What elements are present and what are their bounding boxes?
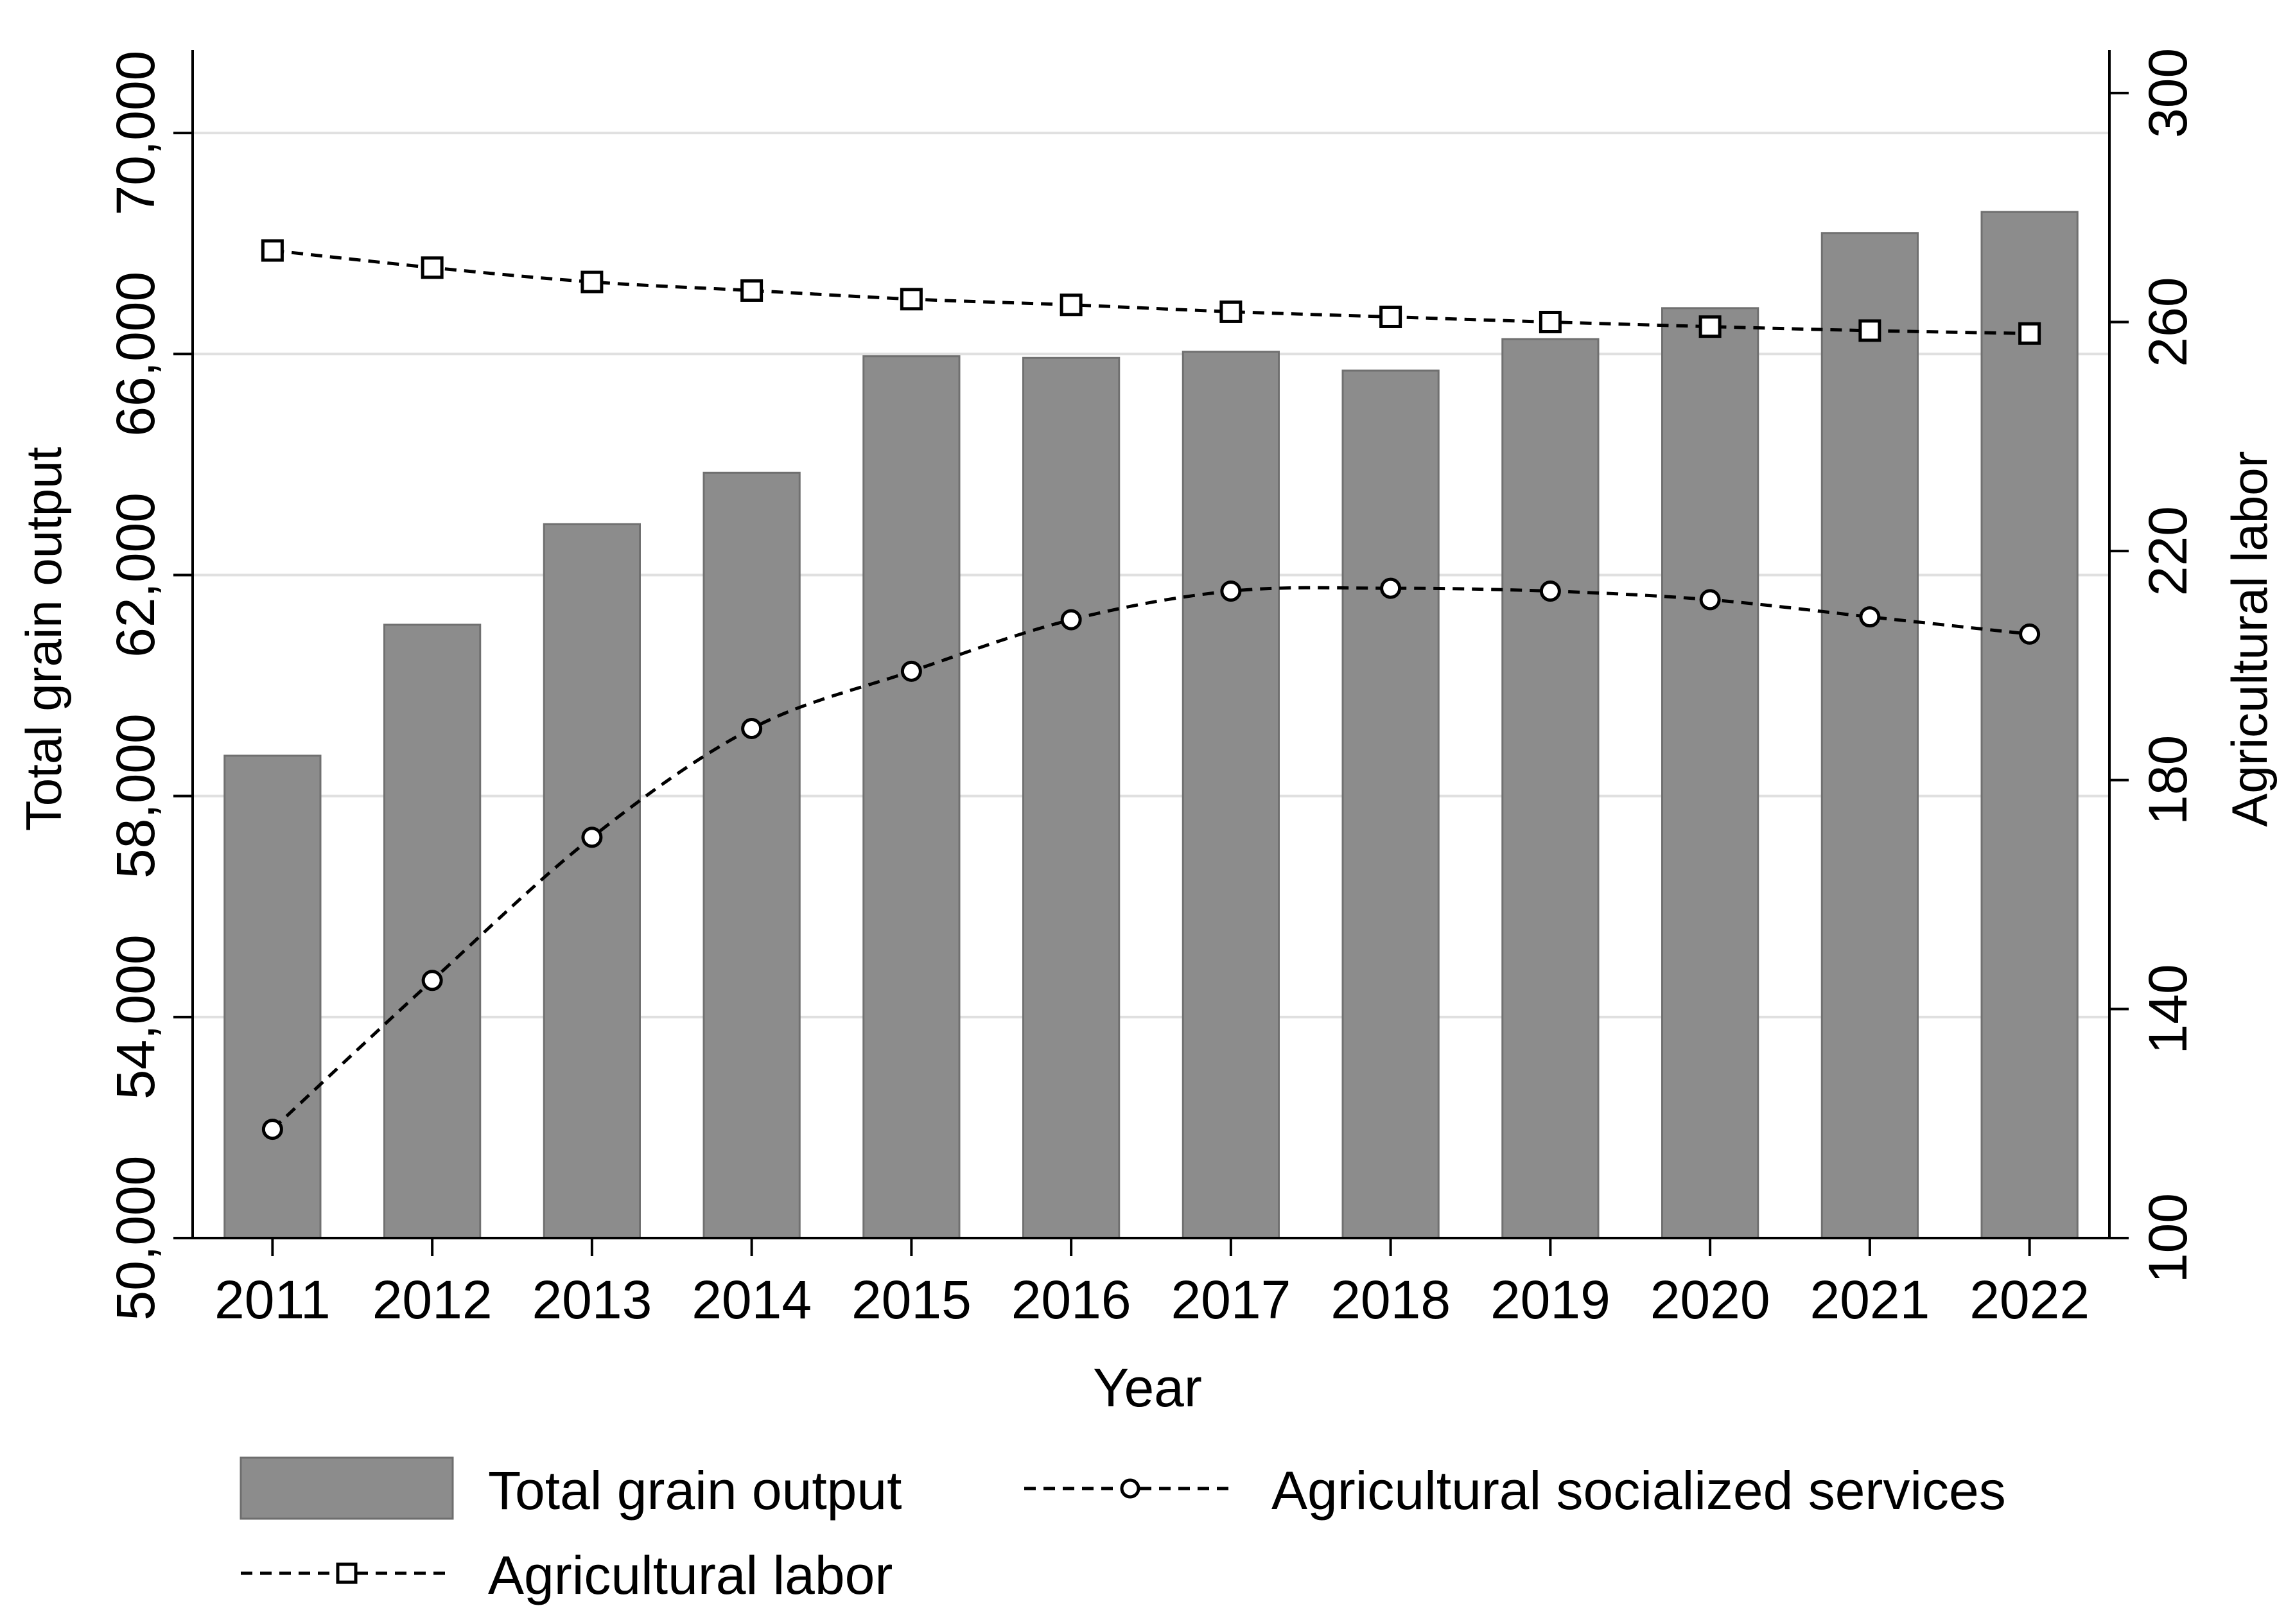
bar-2017: [1182, 351, 1280, 1239]
x-tick-label-2021: 2021: [1810, 1270, 1930, 1330]
y-tick-label-right: 300: [2138, 48, 2198, 138]
y-tick-label-left: 54,000: [105, 934, 166, 1099]
bar-2012: [383, 624, 482, 1239]
legend-label-agricultural-labor: Agricultural labor: [488, 1545, 893, 1605]
bar-2014: [702, 471, 801, 1239]
y-tick-label-left: 50,000: [105, 1156, 166, 1321]
point-agricultural-labor-2022: [2018, 322, 2041, 345]
legend-marker-circle: [1120, 1478, 1140, 1499]
point-agricultural-labor-2018: [1379, 305, 1402, 328]
bar-2022: [1980, 211, 2079, 1239]
point-socialized-services-2015: [900, 660, 922, 682]
grid-lines: [193, 132, 2109, 1018]
y-tick-label-right: 260: [2138, 277, 2198, 367]
bar-2011: [223, 755, 322, 1239]
line-agricultural-labor: [272, 249, 2030, 335]
y-tick-label-left: 62,000: [105, 493, 166, 658]
legend-marker-square: [336, 1562, 358, 1584]
legend: Total grain output Agricultural socializ…: [240, 1456, 2006, 1605]
y-tick-label-right: 220: [2138, 506, 2198, 596]
line-socialized-services: [271, 586, 2030, 1131]
series-lines: [261, 239, 2041, 1140]
bar-2018: [1341, 369, 1440, 1239]
point-socialized-services-2020: [1699, 589, 1721, 611]
x-tick-label-2019: 2019: [1490, 1270, 1610, 1330]
point-agricultural-labor-2012: [421, 256, 444, 279]
point-agricultural-labor-2021: [1858, 319, 1881, 342]
x-tick-label-2018: 2018: [1331, 1270, 1451, 1330]
point-socialized-services-2016: [1060, 609, 1082, 631]
y-tick-label-left: 66,000: [105, 272, 166, 437]
point-agricultural-labor-2019: [1539, 310, 1562, 333]
bar-2019: [1501, 338, 1600, 1239]
x-tick-label-2022: 2022: [1969, 1270, 2090, 1330]
x-tick-label-2020: 2020: [1650, 1270, 1770, 1330]
x-tick-label-2015: 2015: [851, 1270, 972, 1330]
x-tick-label-2014: 2014: [692, 1270, 812, 1330]
bar-2020: [1661, 307, 1759, 1239]
y-tick-label-left: 58,000: [105, 713, 166, 878]
point-agricultural-labor-2014: [740, 279, 763, 302]
y-tick-label-right: 180: [2138, 735, 2198, 825]
point-agricultural-labor-2013: [580, 270, 604, 293]
point-agricultural-labor-2016: [1060, 293, 1083, 317]
x-tick-label-2017: 2017: [1171, 1270, 1291, 1330]
point-socialized-services-2014: [741, 718, 763, 740]
point-socialized-services-2013: [581, 826, 603, 848]
legend-label-total-grain-output: Total grain output: [488, 1460, 902, 1521]
legend-swatch-bar: [240, 1456, 454, 1520]
y-tick-label-right: 140: [2138, 964, 2198, 1054]
x-tick-label-2013: 2013: [532, 1270, 652, 1330]
point-socialized-services-2018: [1380, 577, 1402, 599]
axes: 50,000 54,000 58,000 62,000 66,000 70,000 100 1…: [105, 48, 2198, 1330]
y-axis-label-right: Agricultural labor: [2221, 451, 2278, 826]
point-socialized-services-2022: [2019, 623, 2041, 645]
point-agricultural-labor-2017: [1219, 300, 1243, 323]
x-axis-label: Year: [1093, 1358, 1202, 1418]
point-socialized-services-2019: [1539, 581, 1561, 602]
point-socialized-services-2017: [1220, 581, 1242, 602]
point-socialized-services-2021: [1859, 606, 1881, 628]
bar-2015: [862, 355, 961, 1239]
point-agricultural-labor-2020: [1698, 315, 1722, 338]
y-tick-label-right: 100: [2138, 1193, 2198, 1283]
point-agricultural-labor-2015: [900, 288, 923, 311]
x-tick-label-2016: 2016: [1011, 1270, 1131, 1330]
legend-label-socialized-services: Agricultural socialized services: [1271, 1460, 2006, 1521]
bar-2016: [1022, 356, 1121, 1239]
bar-2021: [1820, 232, 1919, 1239]
point-agricultural-labor-2011: [261, 239, 284, 262]
bar-2013: [543, 523, 641, 1239]
y-tick-label-left: 70,000: [105, 51, 166, 216]
x-tick-label-2012: 2012: [372, 1270, 493, 1330]
point-socialized-services-2012: [421, 970, 443, 991]
x-tick-label-2011: 2011: [214, 1270, 331, 1330]
bars: [223, 211, 2079, 1239]
y-axis-label-left: Total grain output: [15, 446, 72, 831]
point-socialized-services-2011: [261, 1119, 283, 1140]
